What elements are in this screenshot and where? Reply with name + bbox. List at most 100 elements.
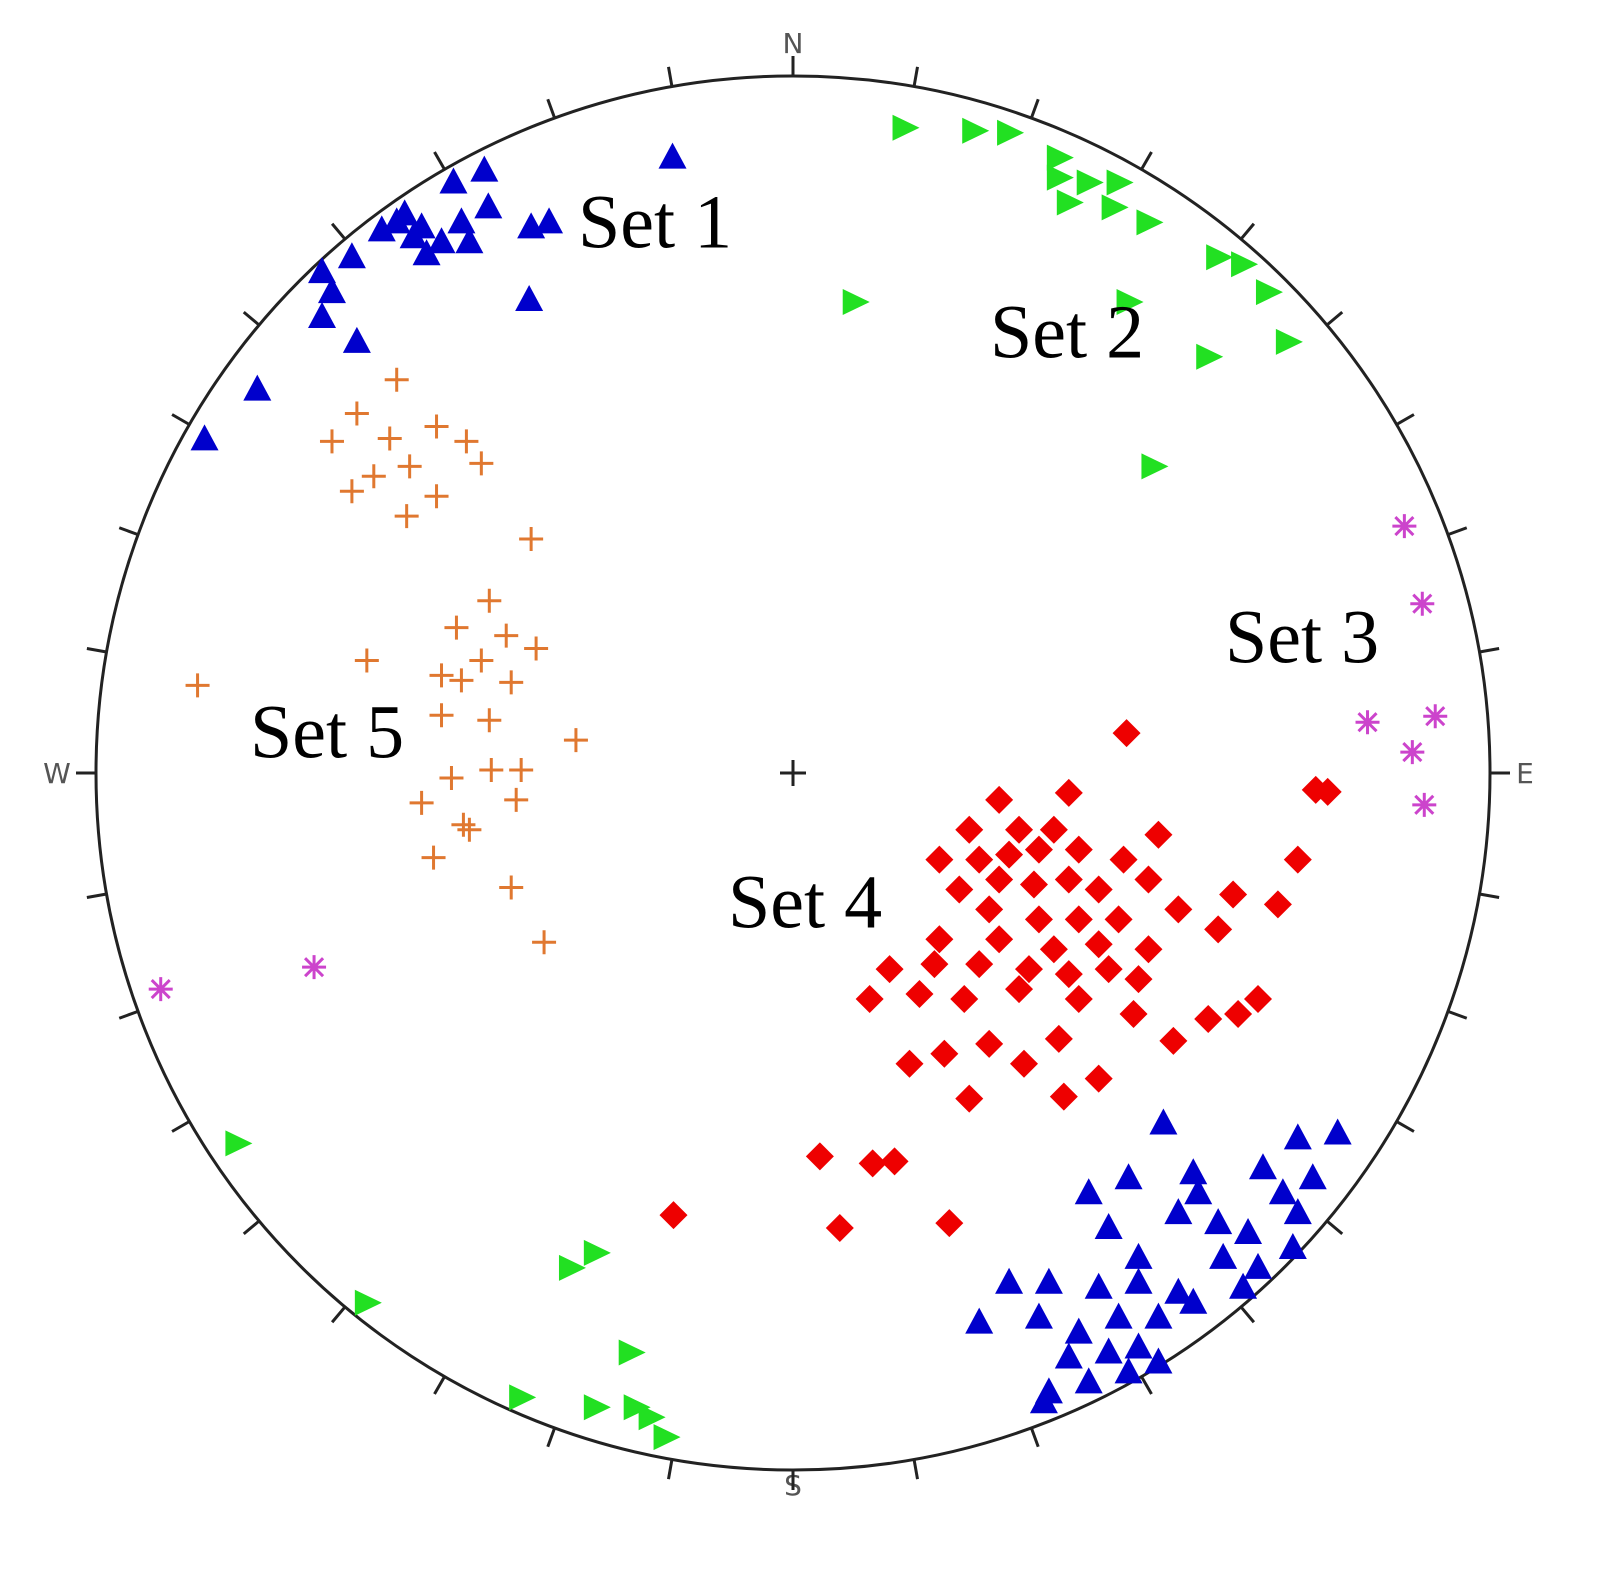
pole-point <box>317 277 346 304</box>
pole-point <box>985 865 1014 894</box>
pole-point <box>1164 1277 1193 1304</box>
pole-point <box>1064 835 1093 864</box>
pole-point <box>494 623 519 648</box>
pole-point <box>965 1307 994 1334</box>
pole-point <box>515 285 544 312</box>
pole-point <box>1149 1108 1178 1135</box>
net-tick <box>171 413 191 426</box>
net-tick <box>1325 1219 1344 1236</box>
set-label: Set 1 <box>578 180 732 264</box>
pole-point <box>1283 1123 1312 1150</box>
pole-point <box>985 785 1014 814</box>
net-tick <box>546 98 557 119</box>
net-tick <box>1239 222 1256 241</box>
pole-point <box>469 648 494 673</box>
pole-point <box>1134 935 1163 964</box>
pole-point <box>444 615 469 640</box>
net-tick <box>912 66 919 87</box>
pole-point <box>1046 144 1074 171</box>
net-tick <box>1479 892 1500 899</box>
pole-point <box>354 1289 382 1316</box>
net-tick <box>433 151 446 171</box>
pole-point <box>1064 905 1093 934</box>
pole-point <box>1134 865 1163 894</box>
pole-point <box>1243 985 1272 1014</box>
pole-point <box>477 708 502 733</box>
net-tick <box>1447 1009 1468 1020</box>
pole-point <box>1275 328 1303 355</box>
pole-point <box>892 114 920 141</box>
pole-point <box>925 925 954 954</box>
direction-label: N <box>783 27 804 60</box>
pole-point <box>185 673 210 698</box>
pole-point <box>1014 955 1043 984</box>
pole-point <box>499 670 524 695</box>
pole-point <box>1283 1198 1312 1225</box>
pole-point <box>1074 1178 1103 1205</box>
net-tick <box>330 222 347 241</box>
net-tick <box>86 892 107 899</box>
pole-point <box>997 119 1025 146</box>
pole-point <box>930 1039 959 1068</box>
pole-point <box>1255 279 1283 306</box>
net-tick <box>1029 1427 1040 1448</box>
pole-point <box>354 648 379 673</box>
pole-point <box>479 758 504 783</box>
pole-point <box>1184 1178 1213 1205</box>
pole-point <box>1054 1342 1083 1369</box>
pole-point <box>962 117 990 144</box>
pole-point <box>1410 591 1435 616</box>
pole-point <box>1144 1347 1173 1374</box>
pole-point <box>344 401 369 426</box>
net-tick <box>1479 647 1500 654</box>
pole-point <box>302 955 327 980</box>
pole-point <box>1119 999 1148 1028</box>
pole-point <box>243 374 272 401</box>
pole-point <box>470 155 499 182</box>
net-tick <box>330 1305 347 1324</box>
annotations: Set 1 Set 2 Set 3 Set 4 Set 5 <box>250 180 1379 944</box>
pole-point <box>1355 710 1380 735</box>
net-tick <box>667 66 674 87</box>
pole-point <box>412 239 441 266</box>
pole-point <box>583 1239 611 1266</box>
net-tick <box>171 1120 191 1133</box>
pole-point <box>1124 1267 1153 1294</box>
pole-point <box>532 930 557 955</box>
pole-point <box>439 765 464 790</box>
pole-point <box>1263 890 1292 919</box>
pole-point <box>524 636 549 661</box>
pole-point <box>1044 1024 1073 1053</box>
pole-point <box>965 950 994 979</box>
pole-point <box>1094 1337 1123 1364</box>
pole-point <box>1179 1287 1208 1314</box>
pole-point <box>1094 1213 1123 1240</box>
pole-point <box>1144 1302 1173 1329</box>
pole-point <box>995 1267 1024 1294</box>
pole-point <box>805 1142 834 1171</box>
pole-point <box>1112 719 1141 748</box>
set-label: Set 2 <box>990 290 1144 374</box>
pole-point <box>509 758 534 783</box>
pole-point <box>1194 1004 1223 1033</box>
pole-point <box>1064 1317 1093 1344</box>
pole-point <box>499 875 524 900</box>
pole-point <box>342 326 371 353</box>
pole-point <box>409 790 434 815</box>
pole-point <box>1104 1302 1133 1329</box>
pole-point <box>563 728 588 753</box>
pole-point <box>1054 865 1083 894</box>
pole-point <box>308 301 337 328</box>
pole-point <box>1392 514 1417 539</box>
net-tick <box>912 1459 919 1480</box>
pole-point <box>1109 845 1138 874</box>
pole-point <box>875 955 904 984</box>
pole-point <box>1064 985 1093 1014</box>
pole-point <box>367 215 396 242</box>
pole-point <box>397 454 422 479</box>
pole-point <box>1144 820 1173 849</box>
pole-point <box>1209 1242 1238 1269</box>
pole-point <box>1049 1082 1078 1111</box>
pole-point <box>825 1214 854 1243</box>
